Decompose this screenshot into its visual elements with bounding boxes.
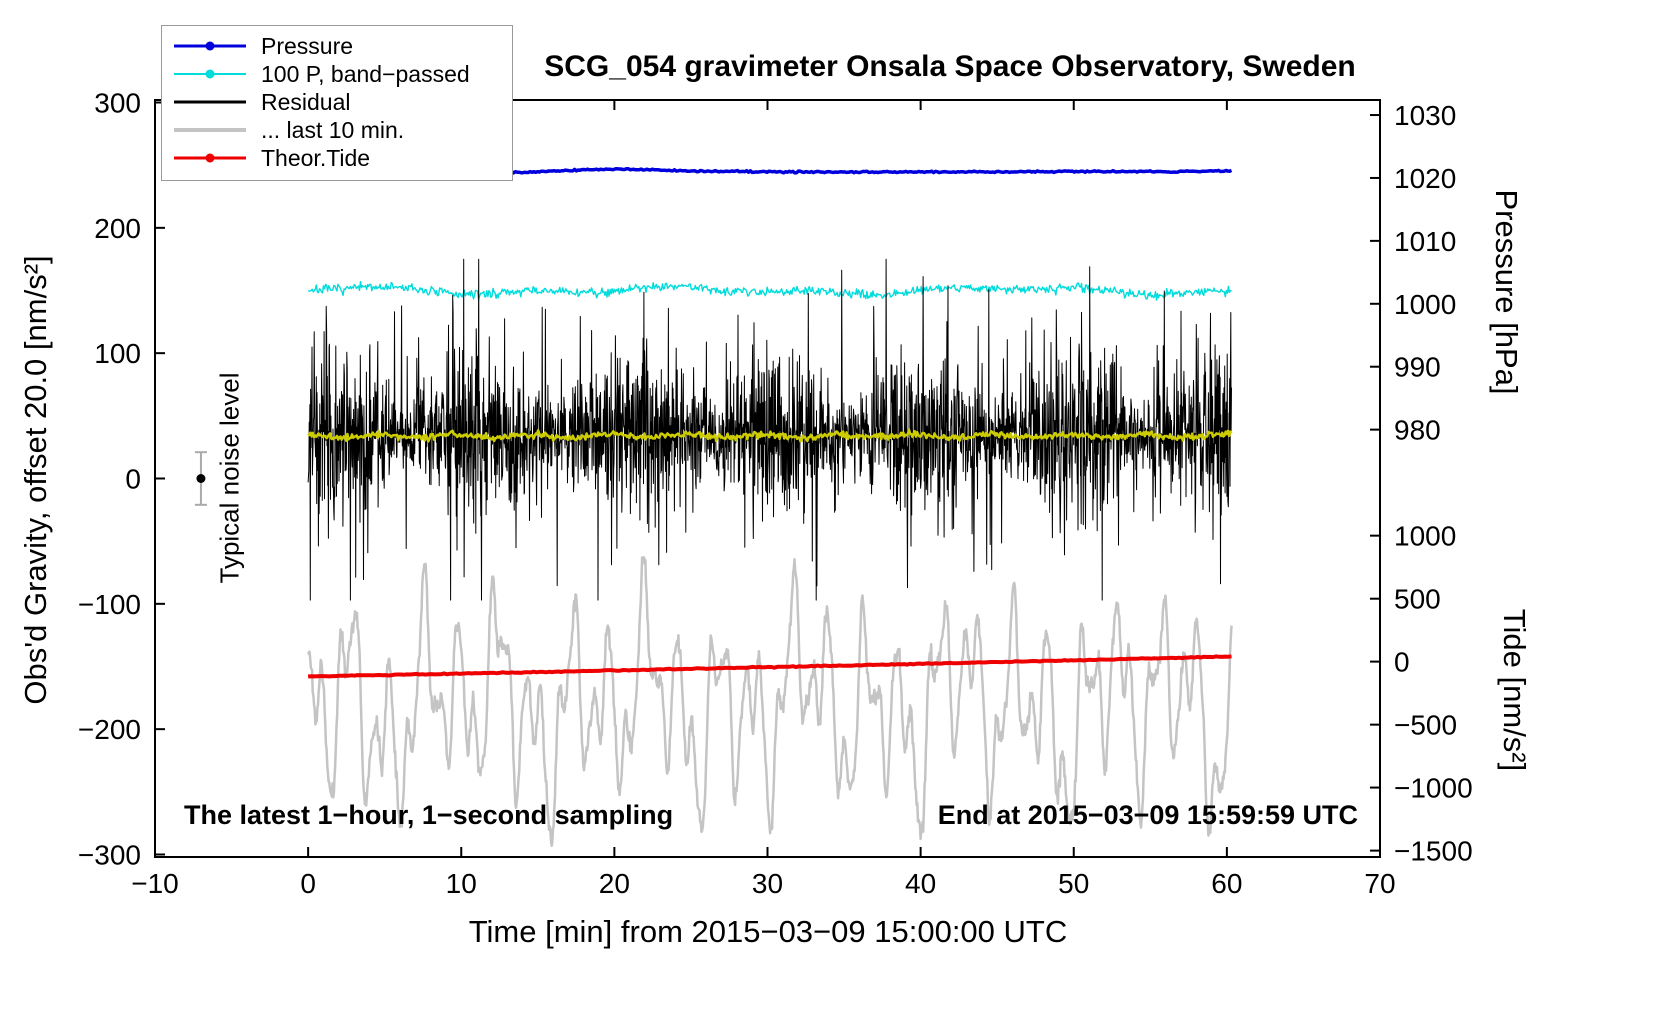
- x-tick-label: −10: [131, 868, 179, 899]
- tide-tick-label: −1000: [1394, 773, 1473, 804]
- tide-axis-title: Tide [nm/s²]: [1497, 608, 1532, 772]
- pressure-tick-label: 990: [1394, 352, 1441, 383]
- series-theor-tide: [307, 654, 1232, 679]
- tide-tick-label: −500: [1394, 710, 1457, 741]
- x-axis-title: Time [min] from 2015−03−09 15:00:00 UTC: [468, 914, 1068, 949]
- pressure-tick-label: 980: [1394, 415, 1441, 446]
- y-tick-label: 300: [94, 88, 141, 119]
- legend-swatch-theor-tide-icon: [174, 144, 246, 172]
- legend-swatch-residual-icon: [174, 88, 246, 116]
- legend-label-band-passed: 100 P, band−passed: [261, 60, 470, 87]
- legend-label-residual: Residual: [261, 88, 351, 115]
- left-axis-title: Obs'd Gravity, offset 20.0 [nm/s²]: [18, 255, 53, 705]
- legend-label-theor-tide: Theor.Tide: [261, 144, 371, 171]
- noise-marker-dot: [196, 474, 206, 483]
- y-tick-label: −300: [78, 839, 141, 870]
- pressure-tick-label: 1020: [1394, 163, 1456, 194]
- pressure-tick-label: 1000: [1394, 289, 1456, 320]
- legend-item-band-passed: 100 P, band−passed: [174, 60, 512, 88]
- x-tick-label: 10: [446, 868, 477, 899]
- legend-item-residual: Residual: [174, 88, 512, 116]
- legend-item-pressure: Pressure: [174, 32, 512, 60]
- legend-label-pressure: Pressure: [261, 32, 354, 59]
- x-tick-label: 20: [599, 868, 630, 899]
- sampling-annotation: The latest 1−hour, 1−second sampling: [184, 800, 674, 830]
- series-residual: [307, 258, 1232, 601]
- pressure-axis-title: Pressure [hPa]: [1489, 189, 1524, 395]
- legend-swatch-last-10-min-icon: [174, 116, 246, 144]
- legend-swatch-band-passed-icon: [174, 60, 246, 88]
- tide-tick-label: 1000: [1394, 521, 1456, 552]
- y-tick-label: 100: [94, 338, 141, 369]
- series-residual-smooth: [307, 428, 1233, 443]
- legend-item-theor-tide: Theor.Tide: [174, 144, 512, 172]
- pressure-tick-label: 1010: [1394, 226, 1456, 257]
- y-tick-label: −100: [78, 589, 141, 620]
- tide-tick-label: −1500: [1394, 836, 1473, 867]
- pressure-tick-label: 1030: [1394, 100, 1456, 131]
- y-tick-label: 0: [125, 464, 141, 495]
- x-tick-label: 30: [752, 868, 783, 899]
- legend: Pressure 100 P, band−passed Residual... la…: [161, 25, 513, 181]
- series-band-passed-pressure: [307, 281, 1232, 301]
- noise-level-label: Typical noise level: [214, 372, 245, 584]
- x-tick-label: 50: [1058, 868, 1089, 899]
- legend-label-last-10-min: ... last 10 min.: [261, 116, 405, 143]
- y-tick-label: 200: [94, 213, 141, 244]
- chart-title: SCG_054 gravimeter Onsala Space Observat…: [544, 50, 1356, 83]
- legend-swatch-pressure-icon: [174, 32, 246, 60]
- tide-tick-label: 0: [1394, 647, 1410, 678]
- y-tick-label: −200: [78, 714, 141, 745]
- legend-item-last-10-min: ... last 10 min.: [174, 116, 512, 144]
- x-tick-label: 0: [300, 868, 316, 899]
- end-time-annotation: End at 2015−03−09 15:59:59 UTC: [937, 800, 1358, 830]
- tide-tick-label: 500: [1394, 584, 1441, 615]
- series-last-10-min: [306, 556, 1233, 848]
- x-tick-label: 40: [905, 868, 936, 899]
- x-tick-label: 60: [1211, 868, 1242, 899]
- x-tick-label: 70: [1364, 868, 1395, 899]
